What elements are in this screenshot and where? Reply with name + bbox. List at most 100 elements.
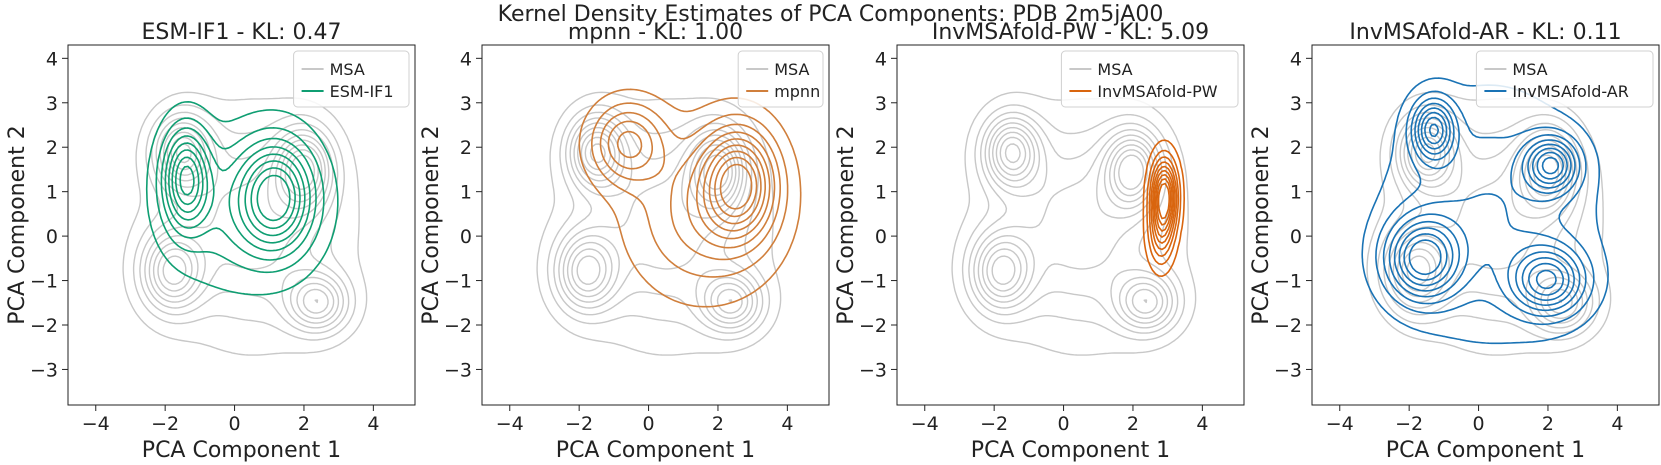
x-tick-label: −4 bbox=[911, 413, 939, 435]
contour-line bbox=[599, 111, 781, 261]
contour-line bbox=[1150, 161, 1178, 251]
contour-line bbox=[132, 104, 357, 341]
contour-line bbox=[155, 117, 325, 274]
contour-line bbox=[553, 111, 764, 334]
y-tick-label: 3 bbox=[46, 93, 58, 115]
contour-line bbox=[1388, 102, 1581, 312]
contour-line bbox=[152, 126, 335, 319]
contour-line bbox=[1403, 116, 1564, 296]
y-tick-label: 2 bbox=[875, 137, 887, 159]
x-tick-label: 4 bbox=[1611, 413, 1623, 435]
y-tick-label: 2 bbox=[460, 137, 472, 159]
panel-2: −4 −2 0 2 4 −3 −2 −1 0 1 2 3 4 mpnn - KL: 1.00 PCA Com… bbox=[419, 20, 830, 463]
panel-1: −4 −2 0 2 4 −3 −2 −1 0 1 2 3 4 ESM-IF1 - KL: 0.47 PCA … bbox=[5, 20, 416, 463]
plot-area bbox=[536, 88, 802, 356]
series-invmsafold-pw bbox=[1142, 139, 1185, 277]
y-tick-label: 0 bbox=[46, 226, 58, 248]
x-tick-label: −4 bbox=[1326, 413, 1354, 435]
panel-title: mpnn - KL: 1.00 bbox=[568, 20, 743, 45]
contour-line bbox=[144, 117, 344, 329]
legend-box bbox=[1475, 50, 1654, 108]
legend-box bbox=[1060, 50, 1239, 108]
y-tick-label: 4 bbox=[46, 48, 58, 70]
x-tick-label: 0 bbox=[643, 413, 655, 435]
y-tick-label: 1 bbox=[46, 182, 58, 204]
y-tick-label: 4 bbox=[460, 48, 472, 70]
legend: MSA ESM-IF1 bbox=[293, 50, 410, 108]
y-tick-label: 0 bbox=[460, 226, 472, 248]
y-tick-label: −2 bbox=[30, 315, 58, 337]
contour-line bbox=[973, 117, 1173, 329]
contour-line bbox=[1156, 178, 1172, 226]
panel-title: InvMSAfold-PW - KL: 5.09 bbox=[932, 20, 1209, 45]
y-tick-label: −2 bbox=[859, 315, 887, 337]
y-tick-label: −1 bbox=[30, 271, 58, 293]
contour-line bbox=[1004, 143, 1144, 190]
contour-line bbox=[991, 136, 1148, 304]
legend: MSA InvMSAfold-PW bbox=[1060, 50, 1239, 108]
x-tick-label: 2 bbox=[298, 413, 310, 435]
contour-line bbox=[708, 150, 762, 225]
contour-line bbox=[1146, 149, 1182, 266]
contour-line bbox=[616, 130, 771, 240]
contour-line bbox=[175, 156, 296, 230]
contour-line bbox=[1388, 117, 1588, 329]
legend-box bbox=[737, 50, 824, 108]
y-tick-label: −2 bbox=[1274, 315, 1302, 337]
contour-line bbox=[1148, 156, 1180, 257]
panel-3: −4 −2 0 2 4 −3 −2 −1 0 1 2 3 4 InvMSAfold-PW - KL: 5.… bbox=[834, 20, 1245, 463]
series-msa bbox=[951, 91, 1197, 356]
y-tick-label: −2 bbox=[444, 315, 472, 337]
contour-line bbox=[607, 120, 776, 249]
contour-line bbox=[160, 127, 317, 261]
y-tick-label: 0 bbox=[875, 226, 887, 248]
y-tick-label: 2 bbox=[46, 137, 58, 159]
y-axis-label: PCA Component 2 bbox=[1249, 125, 1274, 324]
contour-line bbox=[591, 102, 789, 278]
contour-line bbox=[168, 142, 306, 244]
y-tick-label: 3 bbox=[1290, 93, 1302, 115]
plot-area bbox=[1361, 77, 1612, 356]
series-esm-if1 bbox=[145, 101, 339, 296]
y-tick-label: −1 bbox=[444, 271, 472, 293]
x-tick-label: 4 bbox=[1196, 413, 1208, 435]
contour-line bbox=[702, 144, 766, 232]
x-tick-label: −2 bbox=[565, 413, 593, 435]
contour-line bbox=[961, 104, 1186, 341]
x-tick-label: 0 bbox=[229, 413, 241, 435]
axes-frame bbox=[1311, 44, 1660, 406]
contour-line bbox=[145, 101, 339, 296]
plot-area bbox=[122, 91, 368, 356]
x-tick-label: 0 bbox=[1058, 413, 1070, 435]
y-tick-label: −3 bbox=[30, 359, 58, 381]
y-tick-label: −3 bbox=[1274, 359, 1302, 381]
figure-title: Kernel Density Estimates of PCA Componen… bbox=[497, 2, 1164, 27]
contour-line bbox=[1142, 139, 1185, 277]
y-tick-label: 4 bbox=[1290, 48, 1302, 70]
axes-frame bbox=[67, 44, 416, 406]
contour-line bbox=[578, 88, 802, 308]
contour-line bbox=[1153, 169, 1175, 238]
legend-label: MSA bbox=[330, 60, 365, 79]
y-tick-label: 1 bbox=[1290, 182, 1302, 204]
y-tick-label: 3 bbox=[460, 93, 472, 115]
contour-line bbox=[1398, 111, 1570, 301]
contour-line bbox=[1154, 174, 1173, 232]
y-tick-label: −1 bbox=[859, 271, 887, 293]
contour-line bbox=[546, 104, 771, 341]
contour-line bbox=[164, 135, 311, 252]
contour-line bbox=[536, 91, 782, 356]
contour-line bbox=[1375, 90, 1595, 326]
contour-line bbox=[558, 117, 758, 329]
y-tick-label: 4 bbox=[875, 48, 887, 70]
x-tick-label: 4 bbox=[781, 413, 793, 435]
axes-frame bbox=[896, 44, 1245, 406]
x-tick-label: 4 bbox=[367, 413, 379, 435]
series-msa bbox=[122, 91, 368, 356]
y-axis-label: PCA Component 2 bbox=[419, 125, 444, 324]
y-tick-label: −3 bbox=[444, 359, 472, 381]
y-tick-label: 2 bbox=[1290, 137, 1302, 159]
contour-line bbox=[986, 131, 1158, 314]
y-axis-label: PCA Component 2 bbox=[834, 125, 859, 324]
